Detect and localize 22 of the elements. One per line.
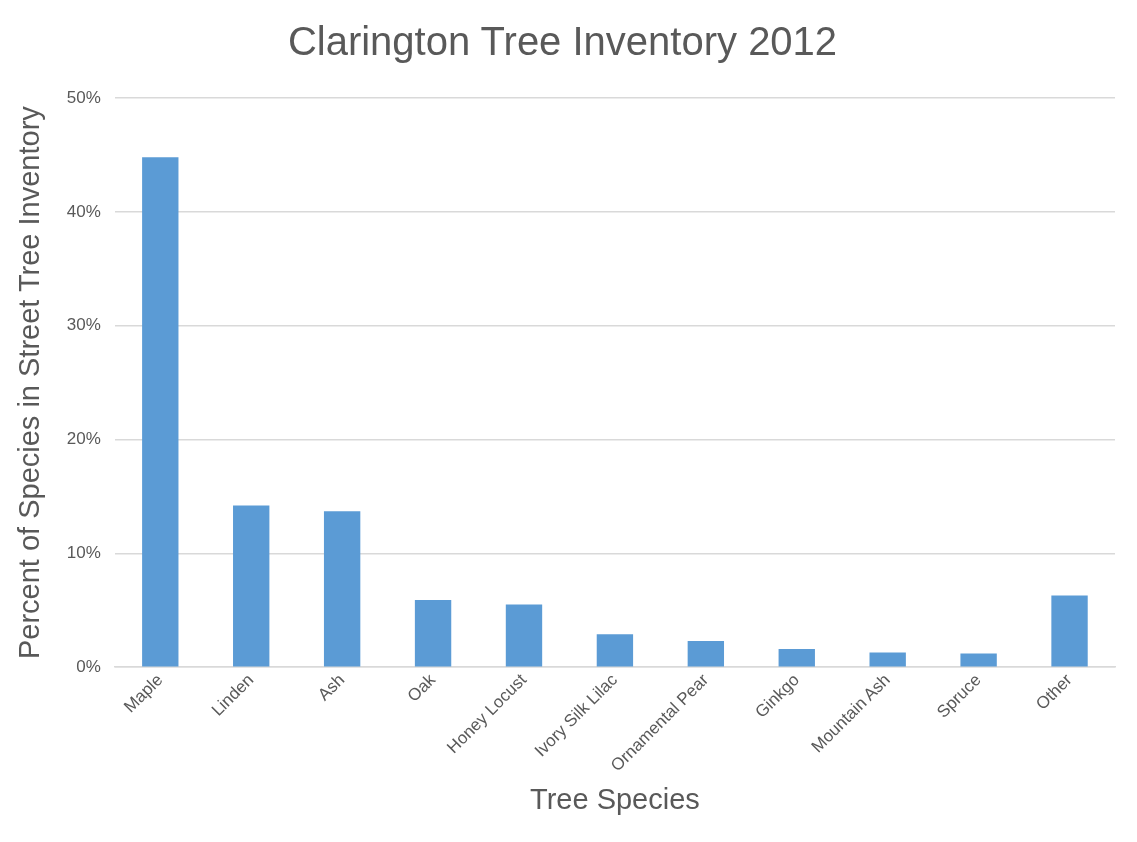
chart-title: Clarington Tree Inventory 2012: [287, 19, 838, 64]
x-tick-label: Oak: [403, 669, 440, 706]
bar: [687, 641, 725, 667]
bar: [233, 505, 270, 667]
y-tick-label: 50%: [66, 87, 101, 107]
y-tick-label: 0%: [76, 656, 101, 676]
bar: [505, 604, 543, 667]
bar: [960, 653, 997, 667]
bar: [869, 652, 906, 667]
y-tick-label: 30%: [66, 315, 101, 335]
x-axis-title: Tree Species: [530, 782, 700, 815]
bar: [142, 157, 179, 667]
y-tick-label: 40%: [66, 201, 101, 221]
y-axis-title: Percent of Species in Street Tree Inventory: [13, 105, 46, 660]
x-tick-label: Ash: [314, 670, 349, 705]
y-tick-label: 10%: [66, 543, 101, 563]
y-tick-label: 20%: [66, 429, 101, 449]
bar: [778, 649, 815, 667]
bar: [596, 634, 634, 667]
bar: [414, 600, 452, 667]
bar: [323, 511, 361, 667]
bar: [1051, 595, 1088, 667]
